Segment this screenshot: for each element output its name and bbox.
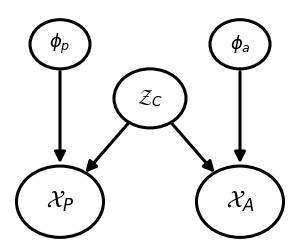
Circle shape bbox=[210, 20, 270, 69]
Circle shape bbox=[196, 166, 284, 237]
Circle shape bbox=[16, 166, 104, 237]
Text: $\phi_p$: $\phi_p$ bbox=[49, 32, 71, 56]
Text: $\mathcal{X}_P$: $\mathcal{X}_P$ bbox=[46, 189, 74, 214]
Text: $\phi_a$: $\phi_a$ bbox=[230, 33, 250, 55]
Circle shape bbox=[114, 69, 186, 128]
Circle shape bbox=[30, 20, 90, 69]
Text: $\mathcal{Z}_C$: $\mathcal{Z}_C$ bbox=[137, 88, 163, 108]
Text: $\mathcal{X}_A$: $\mathcal{X}_A$ bbox=[226, 189, 254, 214]
